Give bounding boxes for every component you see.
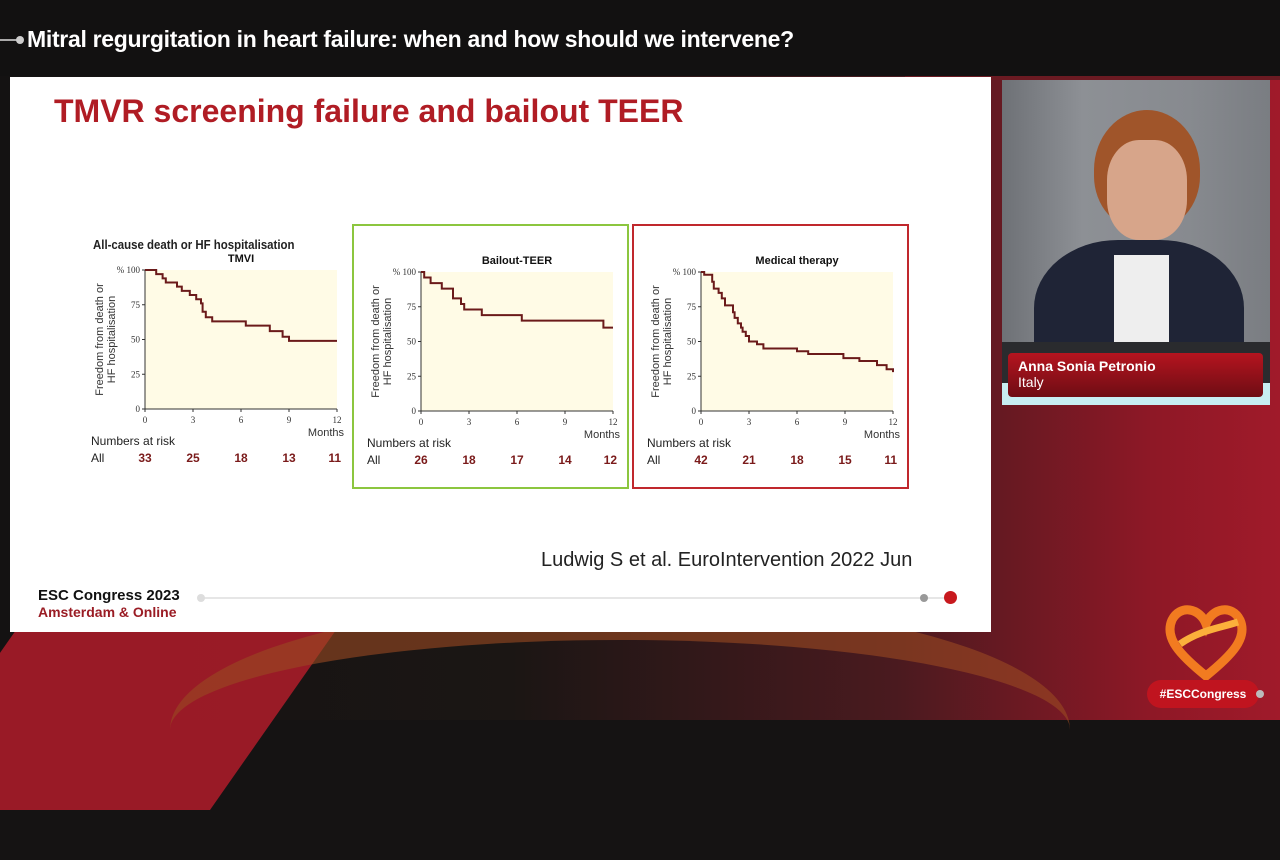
- svg-text:11: 11: [328, 451, 341, 465]
- km-curve-plot: 0 25 50 75 % 100 0 3 6 9 12 Months Medical therapy F…: [647, 255, 901, 467]
- divider: [905, 76, 1280, 80]
- svg-text:0: 0: [699, 417, 704, 427]
- svg-text:TMVI: TMVI: [228, 253, 254, 265]
- svg-text:21: 21: [742, 453, 756, 467]
- session-title: Mitral regurgitation in heart failure: w…: [27, 26, 794, 52]
- speaker-country: Italy: [1018, 374, 1044, 390]
- svg-text:HF hospitalisation: HF hospitalisation: [382, 298, 394, 385]
- congress-location: Amsterdam & Online: [38, 604, 177, 620]
- svg-text:12: 12: [604, 453, 618, 467]
- svg-text:6: 6: [515, 417, 520, 427]
- svg-text:17: 17: [510, 453, 524, 467]
- svg-text:Freedom from death or: Freedom from death or: [94, 283, 106, 396]
- svg-text:0: 0: [136, 404, 141, 414]
- svg-text:13: 13: [282, 451, 296, 465]
- svg-text:15: 15: [838, 453, 852, 467]
- svg-text:75: 75: [407, 302, 417, 312]
- km-curve-plot: 0 25 50 75 % 100 0 3 6 9 12 Months Bailout-TEER Free…: [367, 255, 621, 467]
- km-chart-medical-therapy: 0 25 50 75 % 100 0 3 6 9 12 Months Medical therapy F…: [632, 224, 909, 489]
- svg-text:Months: Months: [308, 427, 345, 439]
- svg-text:0: 0: [412, 406, 417, 416]
- svg-text:HF hospitalisation: HF hospitalisation: [662, 298, 674, 385]
- svg-text:25: 25: [407, 371, 417, 381]
- svg-text:12: 12: [889, 417, 898, 427]
- speaker-video: [1002, 80, 1270, 404]
- svg-text:9: 9: [563, 417, 568, 427]
- svg-text:42: 42: [694, 453, 708, 467]
- svg-text:75: 75: [131, 300, 141, 310]
- svg-text:33: 33: [138, 451, 152, 465]
- congress-name: ESC Congress 2023: [38, 587, 180, 604]
- svg-text:25: 25: [687, 371, 697, 381]
- svg-text:12: 12: [609, 417, 618, 427]
- svg-text:9: 9: [843, 417, 848, 427]
- svg-text:Bailout-TEER: Bailout-TEER: [482, 255, 552, 267]
- svg-text:6: 6: [239, 415, 244, 425]
- svg-text:0: 0: [692, 406, 697, 416]
- decorative-swoosh: [170, 600, 1070, 860]
- svg-text:14: 14: [558, 453, 572, 467]
- svg-text:18: 18: [790, 453, 804, 467]
- svg-text:Months: Months: [864, 429, 901, 441]
- svg-text:18: 18: [462, 453, 476, 467]
- progress-marker-dot: [920, 594, 928, 602]
- speaker-name: Anna Sonia Petronio: [1018, 358, 1156, 374]
- svg-text:50: 50: [687, 337, 697, 347]
- svg-text:Numbers at risk: Numbers at risk: [91, 434, 176, 448]
- svg-text:All: All: [647, 453, 660, 467]
- bullet-icon: [0, 36, 24, 44]
- svg-text:Medical therapy: Medical therapy: [755, 255, 839, 267]
- svg-text:All: All: [91, 451, 104, 465]
- svg-text:0: 0: [419, 417, 424, 427]
- svg-text:Months: Months: [584, 429, 621, 441]
- progress-current-dot: [944, 591, 957, 604]
- svg-text:6: 6: [795, 417, 800, 427]
- svg-text:HF hospitalisation: HF hospitalisation: [106, 296, 118, 383]
- svg-text:% 100: % 100: [393, 267, 417, 277]
- svg-text:Freedom from death or: Freedom from death or: [370, 285, 382, 398]
- km-chart-tmvi: 0 25 50 75 % 100 0 3 6 9 12 Months TMVI Freedom from…: [76, 224, 353, 489]
- svg-text:3: 3: [467, 417, 472, 427]
- km-curve-plot: 0 25 50 75 % 100 0 3 6 9 12 Months TMVI Freedom from…: [91, 253, 345, 465]
- svg-text:12: 12: [333, 415, 342, 425]
- congress-brand: ESC Congress 2023 Amsterdam & Online: [38, 587, 180, 620]
- svg-text:Numbers at risk: Numbers at risk: [367, 436, 452, 450]
- svg-text:75: 75: [687, 302, 697, 312]
- svg-text:26: 26: [414, 453, 428, 467]
- svg-text:% 100: % 100: [117, 265, 141, 275]
- svg-text:All: All: [367, 453, 380, 467]
- progress-start-dot: [197, 594, 205, 602]
- svg-text:Numbers at risk: Numbers at risk: [647, 436, 732, 450]
- svg-text:Freedom from death or: Freedom from death or: [650, 285, 662, 398]
- svg-text:25: 25: [186, 451, 200, 465]
- svg-text:18: 18: [234, 451, 248, 465]
- hashtag-badge: #ESCCongress: [1147, 680, 1259, 708]
- svg-text:9: 9: [287, 415, 292, 425]
- svg-text:50: 50: [407, 337, 417, 347]
- svg-text:% 100: % 100: [673, 267, 697, 277]
- slide: TMVR screening failure and bailout TEER …: [10, 77, 991, 632]
- svg-text:50: 50: [131, 335, 141, 345]
- session-title-bar: Mitral regurgitation in heart failure: w…: [0, 0, 1280, 76]
- slide-title: TMVR screening failure and bailout TEER: [54, 93, 684, 129]
- slide-progress-bar: [197, 591, 957, 604]
- svg-text:25: 25: [131, 369, 141, 379]
- figure-label: All-cause death or HF hospitalisation: [93, 237, 295, 252]
- svg-text:11: 11: [884, 453, 897, 467]
- svg-text:3: 3: [747, 417, 752, 427]
- speaker-nameplate: Anna Sonia Petronio Italy: [1008, 353, 1263, 397]
- svg-text:0: 0: [143, 415, 148, 425]
- svg-text:3: 3: [191, 415, 196, 425]
- esc-heart-logo: [1165, 605, 1247, 680]
- citation: Ludwig S et al. EuroIntervention 2022 Ju…: [541, 549, 913, 571]
- km-chart-bailout-teer: 0 25 50 75 % 100 0 3 6 9 12 Months Bailout-TEER Free…: [352, 224, 629, 489]
- indicator-dot: [1256, 690, 1264, 698]
